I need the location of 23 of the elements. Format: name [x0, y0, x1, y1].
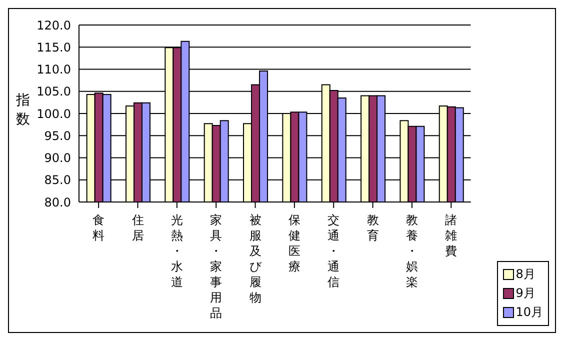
y-tick-label: 80.0: [44, 195, 71, 210]
y-tick-label: 85.0: [44, 173, 71, 188]
x-tick-label: 被服及び履物: [249, 213, 262, 304]
y-tick-label: 115.0: [36, 40, 71, 54]
x-tick-label: 教養・娯楽: [406, 213, 418, 289]
legend-label: 10月: [516, 304, 543, 321]
y-axis-title: 指数: [15, 92, 30, 128]
x-tick-label: 家具・家事用品: [210, 213, 222, 320]
x-tick-label: 保健医療: [288, 213, 300, 274]
y-tick-label: 105.0: [36, 84, 71, 99]
legend-label: 9月: [516, 285, 536, 302]
x-tick-label: 教育: [366, 213, 379, 242]
x-tick-label: 光熱・水道: [170, 213, 183, 289]
x-tick-label: 食料: [92, 213, 105, 242]
y-tick-label: 110.0: [36, 62, 71, 77]
legend-label: 8月: [516, 266, 536, 283]
y-tick-label: 95.0: [44, 128, 71, 143]
y-tick-label: 100.0: [36, 106, 71, 121]
x-tick-label: 住居: [130, 213, 144, 242]
x-tick-label: 諸雑費: [445, 213, 458, 258]
y-tick-label: 90.0: [44, 151, 71, 166]
x-tick-label: 交通・通信: [328, 213, 340, 289]
y-tick-label: 120.0: [36, 18, 71, 32]
